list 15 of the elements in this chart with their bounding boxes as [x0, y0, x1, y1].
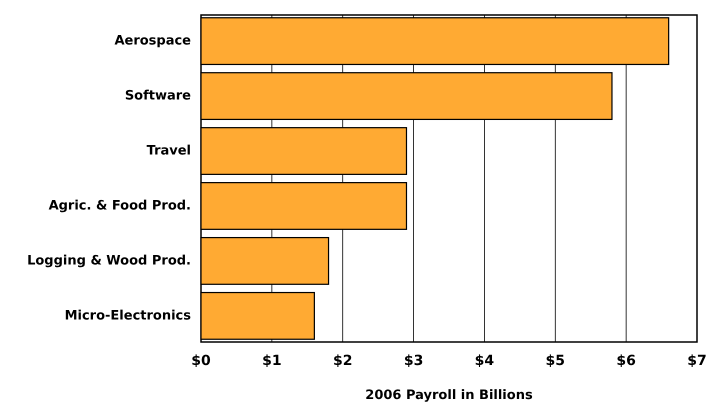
x-tick-label: $5: [546, 353, 566, 369]
x-tick-label: $1: [262, 353, 282, 369]
x-tick-label: $7: [687, 353, 707, 369]
x-tick-label: $2: [332, 353, 352, 369]
y-tick-label: Micro-Electronics: [64, 308, 192, 324]
y-tick-label: Travel: [146, 144, 191, 159]
y-tick-label: Aerospace: [114, 34, 192, 49]
x-tick-label: $6: [616, 353, 636, 369]
x-tick-label: $3: [404, 353, 424, 369]
x-tick-label: $0: [191, 353, 211, 369]
y-tick-label: Agric. & Food Prod.: [48, 198, 191, 214]
y-tick-label: Logging & Wood Prod.: [27, 253, 191, 268]
x-axis-title: 2006 Payroll in Billions: [365, 388, 533, 403]
y-tick-label: Software: [124, 88, 192, 104]
x-tick-label: $4: [474, 353, 494, 369]
